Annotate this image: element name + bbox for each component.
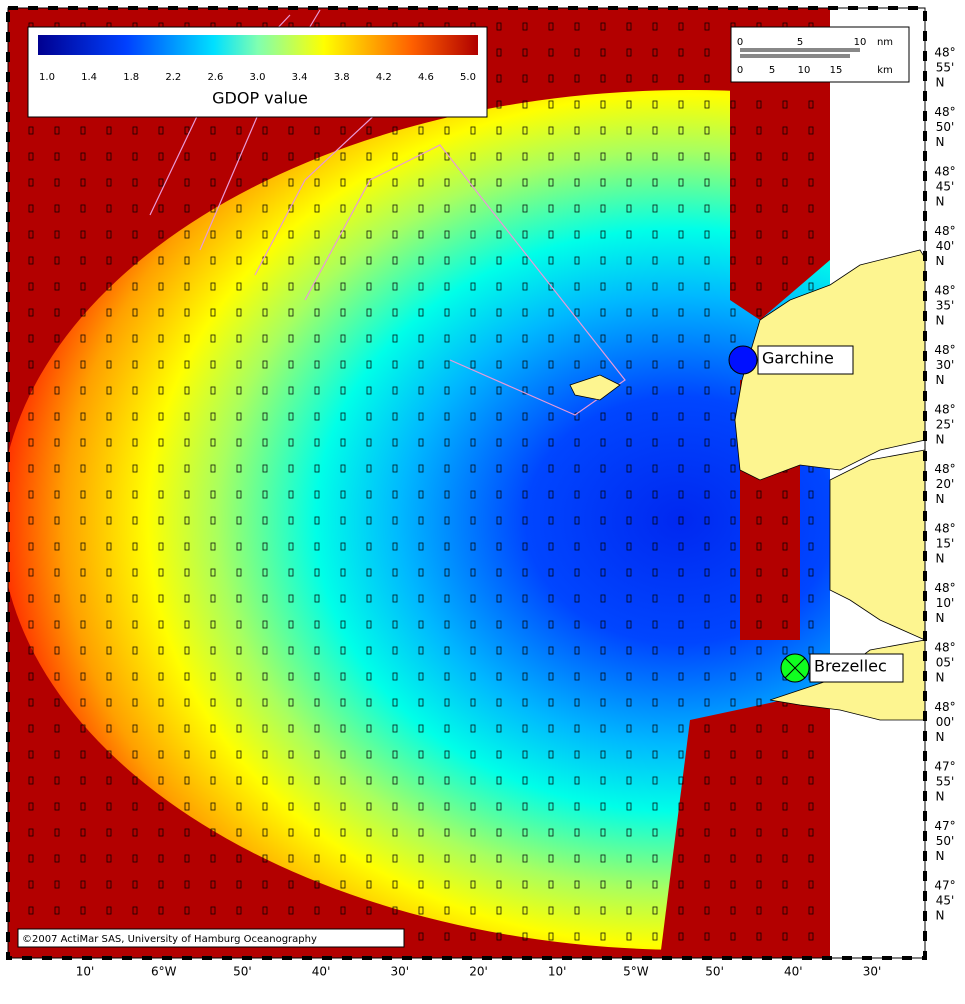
station-marker <box>728 345 758 375</box>
lon-label: 50' <box>705 965 724 979</box>
lat-label: 48° <box>934 403 955 417</box>
lon-label: 10' <box>76 965 95 979</box>
lat-label: N <box>936 909 945 923</box>
gdop-field <box>8 8 830 958</box>
colorbar-tick-label: 5.0 <box>460 72 476 83</box>
lat-label: 50' <box>936 120 955 134</box>
lat-label: N <box>936 76 945 90</box>
lon-label: 10' <box>548 965 567 979</box>
lat-label: 48° <box>934 581 955 595</box>
lat-label: 48° <box>934 700 955 714</box>
station-name: Brezellec <box>814 657 887 676</box>
lon-label: 50' <box>233 965 252 979</box>
scale-label: 10 <box>854 37 867 48</box>
lat-label: 25' <box>936 418 955 432</box>
lat-label: 48° <box>934 343 955 357</box>
lat-label: N <box>936 790 945 804</box>
colorbar-tick-label: 4.2 <box>376 72 392 83</box>
lat-label: 05' <box>936 656 955 670</box>
lon-label: 40' <box>312 965 331 979</box>
lat-label: 15' <box>936 537 955 551</box>
colorbar-tick-label: 1.4 <box>81 72 97 83</box>
colorbar-tick-label: 3.0 <box>250 72 266 83</box>
lat-label: 47° <box>934 760 955 774</box>
station-cross <box>784 657 806 679</box>
lat-label: 48° <box>934 165 955 179</box>
copyright: ©2007 ActiMar SAS, University of Hamburg… <box>22 934 317 945</box>
lat-label: 48° <box>934 522 955 536</box>
lat-label: N <box>936 730 945 744</box>
scale-label: nm <box>877 37 893 48</box>
scale-label: 0 <box>737 65 743 76</box>
lat-label: N <box>936 314 945 328</box>
scale-label: 15 <box>830 65 843 76</box>
lat-label: 48° <box>934 105 955 119</box>
lat-label: 48° <box>934 224 955 238</box>
lat-label: 40' <box>936 239 955 253</box>
scale-label: 0 <box>737 37 743 48</box>
lat-label: N <box>936 492 945 506</box>
lat-label: N <box>936 373 945 387</box>
colorbar-box <box>27 26 488 118</box>
lat-label: 55' <box>936 775 955 789</box>
lat-label: 50' <box>936 834 955 848</box>
scale-label: km <box>877 65 893 76</box>
lon-label: 30' <box>391 965 410 979</box>
copyright-box <box>17 928 405 948</box>
scale-bar-box <box>730 26 910 83</box>
colorbar-label: GDOP value <box>212 89 308 108</box>
station-box <box>757 345 854 375</box>
lat-label: 45' <box>936 894 955 908</box>
lat-label: 47° <box>934 879 955 893</box>
lat-label: N <box>936 433 945 447</box>
lat-label: 48° <box>934 641 955 655</box>
lon-label: 30' <box>863 965 882 979</box>
lat-label: 48° <box>934 462 955 476</box>
lon-label: 5°W <box>623 965 649 979</box>
lat-label: 30' <box>936 358 955 372</box>
colorbar-tick-label: 3.8 <box>334 72 350 83</box>
lat-label: 45' <box>936 180 955 194</box>
lat-label: N <box>936 671 945 685</box>
scale-label: 5 <box>769 65 775 76</box>
lat-label: N <box>936 849 945 863</box>
scale-label: 10 <box>798 65 811 76</box>
colorbar-tick-label: 2.6 <box>207 72 223 83</box>
lat-label: 48° <box>934 284 955 298</box>
map-frame <box>7 7 926 959</box>
lat-label: N <box>936 552 945 566</box>
colorbar-tick-label: 1.0 <box>39 72 55 83</box>
lat-label: 35' <box>936 299 955 313</box>
lat-label: N <box>936 135 945 149</box>
lat-label: 47° <box>934 819 955 833</box>
lat-label: 00' <box>936 715 955 729</box>
station-name: Garchine <box>762 349 834 368</box>
lat-label: 20' <box>936 477 955 491</box>
lat-label: N <box>936 195 945 209</box>
station-box <box>809 653 904 683</box>
lon-label: 20' <box>469 965 488 979</box>
colorbar-tick-label: 2.2 <box>165 72 181 83</box>
scale-label: 5 <box>797 37 803 48</box>
lon-label: 40' <box>784 965 803 979</box>
lat-label: 55' <box>936 61 955 75</box>
lat-label: N <box>936 611 945 625</box>
colorbar-tick-label: 4.6 <box>418 72 434 83</box>
lat-label: N <box>936 254 945 268</box>
lon-label: 6°W <box>151 965 177 979</box>
colorbar-tick-label: 3.4 <box>292 72 308 83</box>
colorbar-tick-label: 1.8 <box>123 72 139 83</box>
lat-label: 10' <box>936 596 955 610</box>
lat-label: 48° <box>934 46 955 60</box>
